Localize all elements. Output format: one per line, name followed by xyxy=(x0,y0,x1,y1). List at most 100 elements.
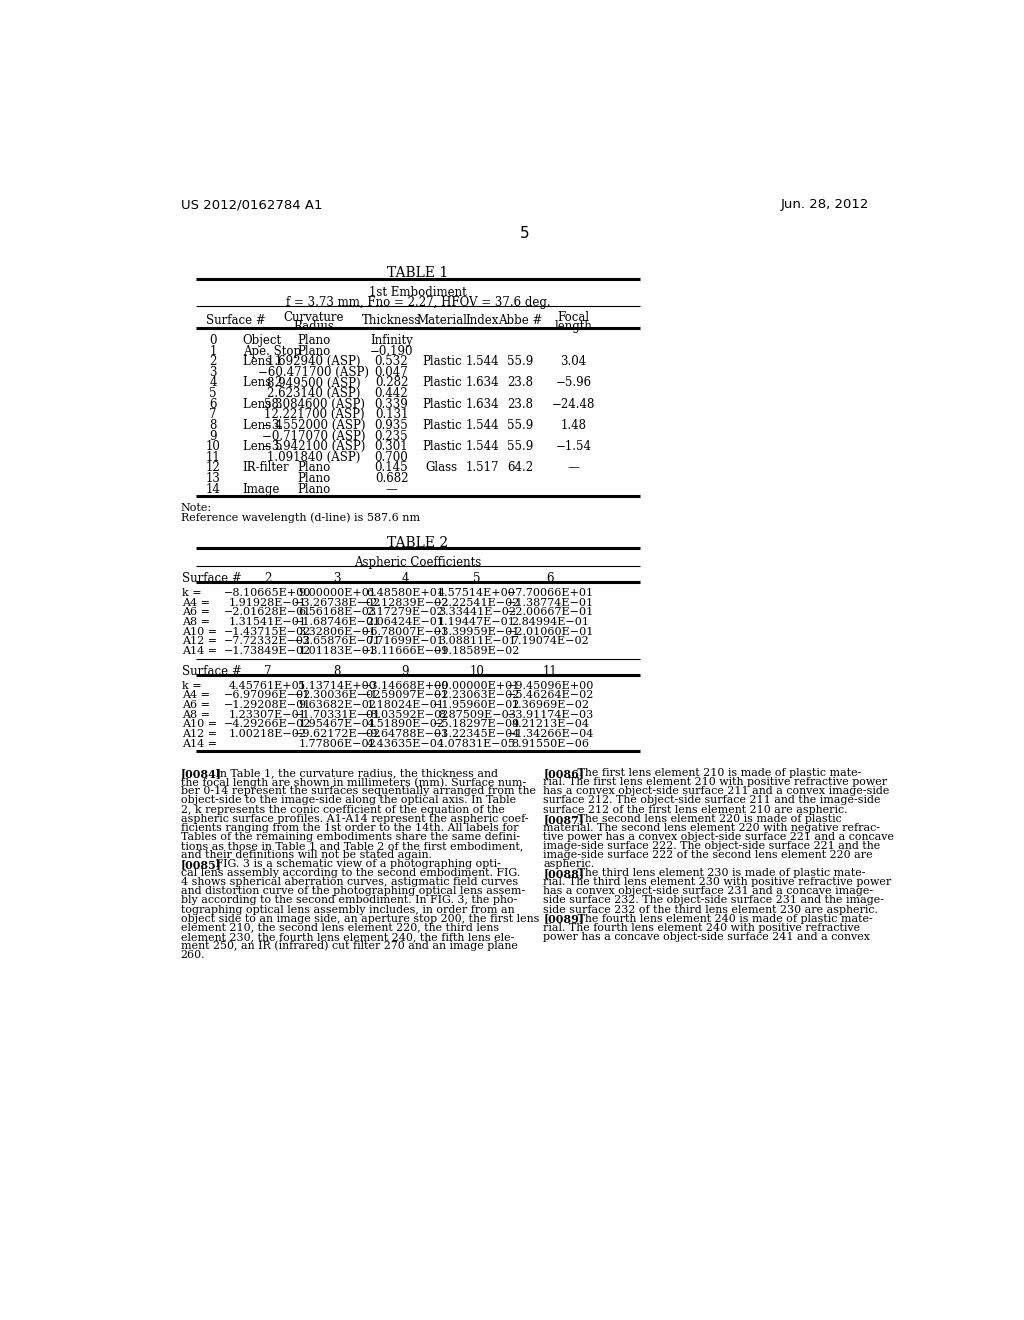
Text: 23.8: 23.8 xyxy=(507,397,534,411)
Text: material. The second lens element 220 with negative refrac-: material. The second lens element 220 wi… xyxy=(544,822,881,833)
Text: 7: 7 xyxy=(210,408,217,421)
Text: −60.471700 (ASP): −60.471700 (ASP) xyxy=(258,366,370,379)
Text: 0.682: 0.682 xyxy=(375,473,409,484)
Text: In Table 1, the curvature radius, the thickness and: In Table 1, the curvature radius, the th… xyxy=(205,768,498,779)
Text: A8 =: A8 = xyxy=(182,616,210,627)
Text: the focal length are shown in millimeters (mm). Surface num-: the focal length are shown in millimeter… xyxy=(180,777,526,788)
Text: −3.552000 (ASP): −3.552000 (ASP) xyxy=(262,418,366,432)
Text: −7.70066E+01: −7.70066E+01 xyxy=(507,589,594,598)
Text: −9.45096E+00: −9.45096E+00 xyxy=(507,681,594,690)
Text: 1.36969E−02: 1.36969E−02 xyxy=(511,700,590,710)
Text: bly according to the second embodiment. In FIG. 3, the pho-: bly according to the second embodiment. … xyxy=(180,895,517,906)
Text: A10 =: A10 = xyxy=(182,627,217,636)
Text: −1.73849E−02: −1.73849E−02 xyxy=(224,645,311,656)
Text: 1.77806E−02: 1.77806E−02 xyxy=(298,739,376,748)
Text: −9.18589E−02: −9.18589E−02 xyxy=(433,645,520,656)
Text: 4.57514E+00: 4.57514E+00 xyxy=(438,589,516,598)
Text: Lens 3: Lens 3 xyxy=(243,397,283,411)
Text: 0.282: 0.282 xyxy=(375,376,409,389)
Text: rial. The first lens element 210 with positive refractive power: rial. The first lens element 210 with po… xyxy=(544,777,888,787)
Text: −5.18297E−04: −5.18297E−04 xyxy=(433,719,520,730)
Text: tions as those in Table 1 and Table 2 of the first embodiment,: tions as those in Table 1 and Table 2 of… xyxy=(180,841,523,851)
Text: 3: 3 xyxy=(334,572,341,585)
Text: ber 0-14 represent the surfaces sequentially arranged from the: ber 0-14 represent the surfaces sequenti… xyxy=(180,787,536,796)
Text: −2.22541E−02: −2.22541E−02 xyxy=(433,598,520,607)
Text: ficients ranging from the 1st order to the 14th. All labels for: ficients ranging from the 1st order to t… xyxy=(180,822,518,833)
Text: −5.46264E−02: −5.46264E−02 xyxy=(507,690,594,701)
Text: −7.72332E−02: −7.72332E−02 xyxy=(224,636,311,647)
Text: —: — xyxy=(386,483,397,496)
Text: 1.18024E−01: 1.18024E−01 xyxy=(367,700,444,710)
Text: 5: 5 xyxy=(520,226,529,242)
Text: A4 =: A4 = xyxy=(182,690,210,701)
Text: length: length xyxy=(555,321,593,333)
Text: —: — xyxy=(567,462,580,474)
Text: −2.23063E−02: −2.23063E−02 xyxy=(433,690,520,701)
Text: element 210, the second lens element 220, the third lens: element 210, the second lens element 220… xyxy=(180,923,499,933)
Text: [0088]: [0088] xyxy=(544,869,585,879)
Text: Plastic: Plastic xyxy=(422,418,462,432)
Text: TABLE 1: TABLE 1 xyxy=(387,267,449,280)
Text: Plastic: Plastic xyxy=(422,355,462,368)
Text: −3.26738E−02: −3.26738E−02 xyxy=(294,598,381,607)
Text: 1: 1 xyxy=(210,345,217,358)
Text: −8.10665E+00: −8.10665E+00 xyxy=(224,589,311,598)
Text: US 2012/0162784 A1: US 2012/0162784 A1 xyxy=(180,198,323,211)
Text: 0.131: 0.131 xyxy=(375,408,409,421)
Text: image-side surface 222. The object-side surface 221 and the: image-side surface 222. The object-side … xyxy=(544,841,881,851)
Text: [0089]: [0089] xyxy=(544,913,585,924)
Text: 8: 8 xyxy=(210,418,217,432)
Text: 0.700: 0.700 xyxy=(375,451,409,463)
Text: 1.517: 1.517 xyxy=(466,462,499,474)
Text: side surface 232 of the third lens element 230 are aspheric.: side surface 232 of the third lens eleme… xyxy=(544,904,879,915)
Text: Object: Object xyxy=(243,334,282,347)
Text: 1.01183E−01: 1.01183E−01 xyxy=(298,645,376,656)
Text: A6 =: A6 = xyxy=(182,700,210,710)
Text: 1.692940 (ASP): 1.692940 (ASP) xyxy=(267,355,360,368)
Text: 14: 14 xyxy=(206,483,221,496)
Text: 6: 6 xyxy=(210,397,217,411)
Text: −0.717070 (ASP): −0.717070 (ASP) xyxy=(262,429,366,442)
Text: −3.91174E−03: −3.91174E−03 xyxy=(507,710,594,719)
Text: 0.047: 0.047 xyxy=(375,366,409,379)
Text: 3.33441E−02: 3.33441E−02 xyxy=(437,607,516,618)
Text: −0.190: −0.190 xyxy=(370,345,414,358)
Text: 0.301: 0.301 xyxy=(375,441,409,453)
Text: −4.29266E−02: −4.29266E−02 xyxy=(224,719,311,730)
Text: The fourth lens element 240 is made of plastic mate-: The fourth lens element 240 is made of p… xyxy=(567,913,873,924)
Text: −1.34266E−04: −1.34266E−04 xyxy=(507,729,594,739)
Text: 9.00000E+01: 9.00000E+01 xyxy=(298,589,376,598)
Text: 1.95467E−01: 1.95467E−01 xyxy=(298,719,376,730)
Text: Plano: Plano xyxy=(297,473,331,484)
Text: −5.96: −5.96 xyxy=(556,376,592,389)
Text: 3.08811E−01: 3.08811E−01 xyxy=(437,636,516,647)
Text: 1.31541E−01: 1.31541E−01 xyxy=(228,616,306,627)
Text: −6.97096E−02: −6.97096E−02 xyxy=(224,690,311,701)
Text: cal lens assembly according to the second embodiment. FIG.: cal lens assembly according to the secon… xyxy=(180,869,520,878)
Text: Lens 1: Lens 1 xyxy=(243,355,282,368)
Text: Image: Image xyxy=(243,483,281,496)
Text: and their definitions will not be stated again.: and their definitions will not be stated… xyxy=(180,850,431,861)
Text: Lens 4: Lens 4 xyxy=(243,418,283,432)
Text: [0086]: [0086] xyxy=(544,768,585,779)
Text: 2.623140 (ASP): 2.623140 (ASP) xyxy=(267,387,360,400)
Text: 55.9: 55.9 xyxy=(507,355,534,368)
Text: rial. The third lens element 230 with positive refractive power: rial. The third lens element 230 with po… xyxy=(544,878,892,887)
Text: A6 =: A6 = xyxy=(182,607,210,618)
Text: 3.32806E−01: 3.32806E−01 xyxy=(298,627,376,636)
Text: aspheric surface profiles. A1-A14 represent the aspheric coef-: aspheric surface profiles. A1-A14 repres… xyxy=(180,813,528,824)
Text: 12: 12 xyxy=(206,462,220,474)
Text: image-side surface 222 of the second lens element 220 are: image-side surface 222 of the second len… xyxy=(544,850,873,861)
Text: 4 shows spherical aberration curves, astigmatic field curves: 4 shows spherical aberration curves, ast… xyxy=(180,878,518,887)
Text: 1.091840 (ASP): 1.091840 (ASP) xyxy=(267,451,360,463)
Text: −1.68746E−01: −1.68746E−01 xyxy=(294,616,381,627)
Text: A10 =: A10 = xyxy=(182,719,217,730)
Text: 0.235: 0.235 xyxy=(375,429,409,442)
Text: 5: 5 xyxy=(210,387,217,400)
Text: 0.442: 0.442 xyxy=(375,387,409,400)
Text: 3.04: 3.04 xyxy=(560,355,587,368)
Text: element 230, the fourth lens element 240, the fifth lens ele-: element 230, the fourth lens element 240… xyxy=(180,932,514,941)
Text: Plastic: Plastic xyxy=(422,376,462,389)
Text: −1.29208E−01: −1.29208E−01 xyxy=(224,700,311,710)
Text: −6.78007E−01: −6.78007E−01 xyxy=(361,627,449,636)
